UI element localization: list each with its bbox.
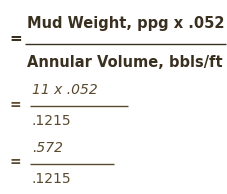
Text: .1215: .1215 <box>32 114 71 128</box>
Text: .1215: .1215 <box>32 172 71 186</box>
Text: 11 x .052: 11 x .052 <box>32 83 97 97</box>
Text: Annular Volume, bbls/ft: Annular Volume, bbls/ft <box>27 55 222 70</box>
Text: =: = <box>9 98 21 112</box>
Text: Mud Weight, ppg x .052: Mud Weight, ppg x .052 <box>27 16 224 31</box>
Text: =: = <box>9 31 22 46</box>
Text: =: = <box>9 155 21 169</box>
Text: .572: .572 <box>32 141 63 155</box>
